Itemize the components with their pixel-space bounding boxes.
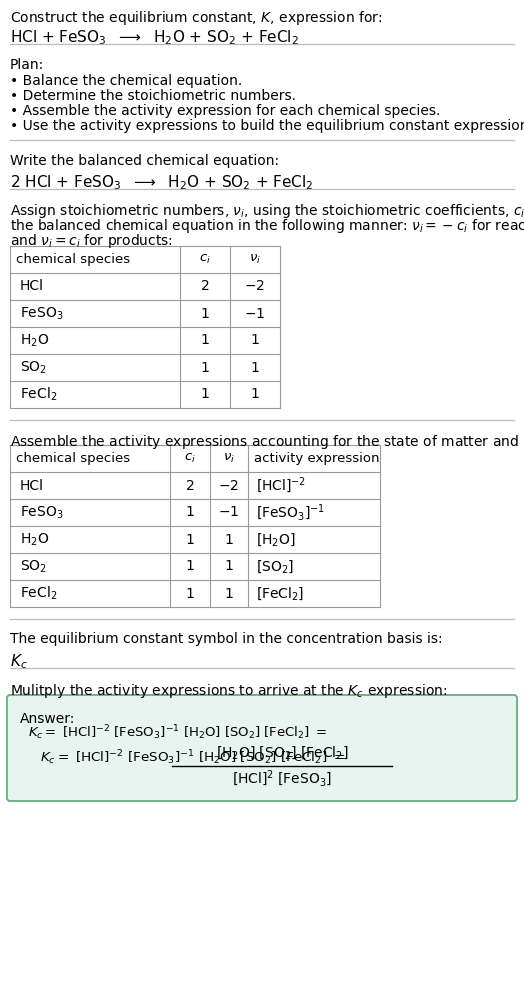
Text: 1: 1 bbox=[250, 333, 259, 347]
Text: HCl: HCl bbox=[20, 280, 44, 293]
Text: 1: 1 bbox=[185, 586, 194, 600]
Text: HCl + FeSO$_3$  $\longrightarrow$  H$_2$O + SO$_2$ + FeCl$_2$: HCl + FeSO$_3$ $\longrightarrow$ H$_2$O … bbox=[10, 28, 299, 46]
Text: chemical species: chemical species bbox=[16, 253, 130, 266]
Text: Assemble the activity expressions accounting for the state of matter and $\nu_i$: Assemble the activity expressions accoun… bbox=[10, 433, 524, 451]
Text: $-1$: $-1$ bbox=[219, 506, 239, 520]
Text: Assign stoichiometric numbers, $\nu_i$, using the stoichiometric coefficients, $: Assign stoichiometric numbers, $\nu_i$, … bbox=[10, 202, 524, 220]
Text: 1: 1 bbox=[225, 586, 233, 600]
Text: FeCl$_2$: FeCl$_2$ bbox=[20, 585, 58, 602]
Text: 2: 2 bbox=[201, 280, 210, 293]
Text: 1: 1 bbox=[201, 333, 210, 347]
Text: 1: 1 bbox=[185, 560, 194, 574]
Text: 1: 1 bbox=[201, 388, 210, 402]
Text: Write the balanced chemical equation:: Write the balanced chemical equation: bbox=[10, 154, 279, 168]
Text: • Assemble the activity expression for each chemical species.: • Assemble the activity expression for e… bbox=[10, 104, 440, 118]
Text: FeCl$_2$: FeCl$_2$ bbox=[20, 386, 58, 403]
Text: • Balance the chemical equation.: • Balance the chemical equation. bbox=[10, 74, 242, 88]
Text: FeSO$_3$: FeSO$_3$ bbox=[20, 305, 64, 321]
Text: The equilibrium constant symbol in the concentration basis is:: The equilibrium constant symbol in the c… bbox=[10, 632, 443, 646]
Text: FeSO$_3$: FeSO$_3$ bbox=[20, 505, 64, 521]
Text: [FeSO$_3$]$^{-1}$: [FeSO$_3$]$^{-1}$ bbox=[256, 502, 325, 523]
Text: [HCl]$^2$ [FeSO$_3$]: [HCl]$^2$ [FeSO$_3$] bbox=[232, 768, 332, 789]
Text: SO$_2$: SO$_2$ bbox=[20, 558, 47, 575]
Text: [FeCl$_2$]: [FeCl$_2$] bbox=[256, 585, 304, 602]
Text: $c_i$: $c_i$ bbox=[199, 253, 211, 266]
Text: chemical species: chemical species bbox=[16, 452, 130, 465]
Text: [H$_2$O] [SO$_2$] [FeCl$_2$]: [H$_2$O] [SO$_2$] [FeCl$_2$] bbox=[215, 744, 348, 761]
Text: [SO$_2$]: [SO$_2$] bbox=[256, 558, 294, 575]
Text: 1: 1 bbox=[225, 560, 233, 574]
Text: 2: 2 bbox=[185, 478, 194, 492]
Text: H$_2$O: H$_2$O bbox=[20, 532, 49, 548]
Text: $K_c = $ [HCl]$^{-2}$ [FeSO$_3$]$^{-1}$ [H$_2$O] [SO$_2$] [FeCl$_2$] $=$: $K_c = $ [HCl]$^{-2}$ [FeSO$_3$]$^{-1}$ … bbox=[40, 748, 345, 767]
Text: Construct the equilibrium constant, $K$, expression for:: Construct the equilibrium constant, $K$,… bbox=[10, 9, 383, 27]
Text: 1: 1 bbox=[185, 506, 194, 520]
Text: H$_2$O: H$_2$O bbox=[20, 332, 49, 348]
Text: 1: 1 bbox=[185, 533, 194, 547]
Text: $-2$: $-2$ bbox=[245, 280, 266, 293]
Text: Mulitply the activity expressions to arrive at the $K_c$ expression:: Mulitply the activity expressions to arr… bbox=[10, 682, 447, 700]
Text: $K_c = $ [HCl]$^{-2}$ [FeSO$_3$]$^{-1}$ [H$_2$O] [SO$_2$] [FeCl$_2$] $=$: $K_c = $ [HCl]$^{-2}$ [FeSO$_3$]$^{-1}$ … bbox=[28, 724, 327, 742]
Text: SO$_2$: SO$_2$ bbox=[20, 359, 47, 376]
Text: 1: 1 bbox=[250, 388, 259, 402]
Text: $\nu_i$: $\nu_i$ bbox=[249, 253, 261, 266]
Text: HCl: HCl bbox=[20, 478, 44, 492]
Text: 2 HCl + FeSO$_3$  $\longrightarrow$  H$_2$O + SO$_2$ + FeCl$_2$: 2 HCl + FeSO$_3$ $\longrightarrow$ H$_2$… bbox=[10, 173, 313, 191]
Text: $K_c$: $K_c$ bbox=[10, 652, 28, 671]
Text: and $\nu_i = c_i$ for products:: and $\nu_i = c_i$ for products: bbox=[10, 232, 173, 250]
Text: [HCl]$^{-2}$: [HCl]$^{-2}$ bbox=[256, 475, 306, 495]
Text: 1: 1 bbox=[225, 533, 233, 547]
Text: 1: 1 bbox=[201, 361, 210, 375]
Text: • Determine the stoichiometric numbers.: • Determine the stoichiometric numbers. bbox=[10, 89, 296, 103]
Text: Answer:: Answer: bbox=[20, 712, 75, 726]
Text: $c_i$: $c_i$ bbox=[184, 452, 196, 465]
Text: the balanced chemical equation in the following manner: $\nu_i = -c_i$ for react: the balanced chemical equation in the fo… bbox=[10, 217, 524, 235]
Text: $-1$: $-1$ bbox=[244, 306, 266, 320]
Text: • Use the activity expressions to build the equilibrium constant expression.: • Use the activity expressions to build … bbox=[10, 119, 524, 133]
Text: 1: 1 bbox=[250, 361, 259, 375]
Text: activity expression: activity expression bbox=[254, 452, 379, 465]
Text: Plan:: Plan: bbox=[10, 58, 44, 71]
FancyBboxPatch shape bbox=[7, 695, 517, 801]
Text: [H$_2$O]: [H$_2$O] bbox=[256, 531, 296, 548]
Text: $\nu_i$: $\nu_i$ bbox=[223, 452, 235, 465]
Text: 1: 1 bbox=[201, 306, 210, 320]
Text: $-2$: $-2$ bbox=[219, 478, 239, 492]
